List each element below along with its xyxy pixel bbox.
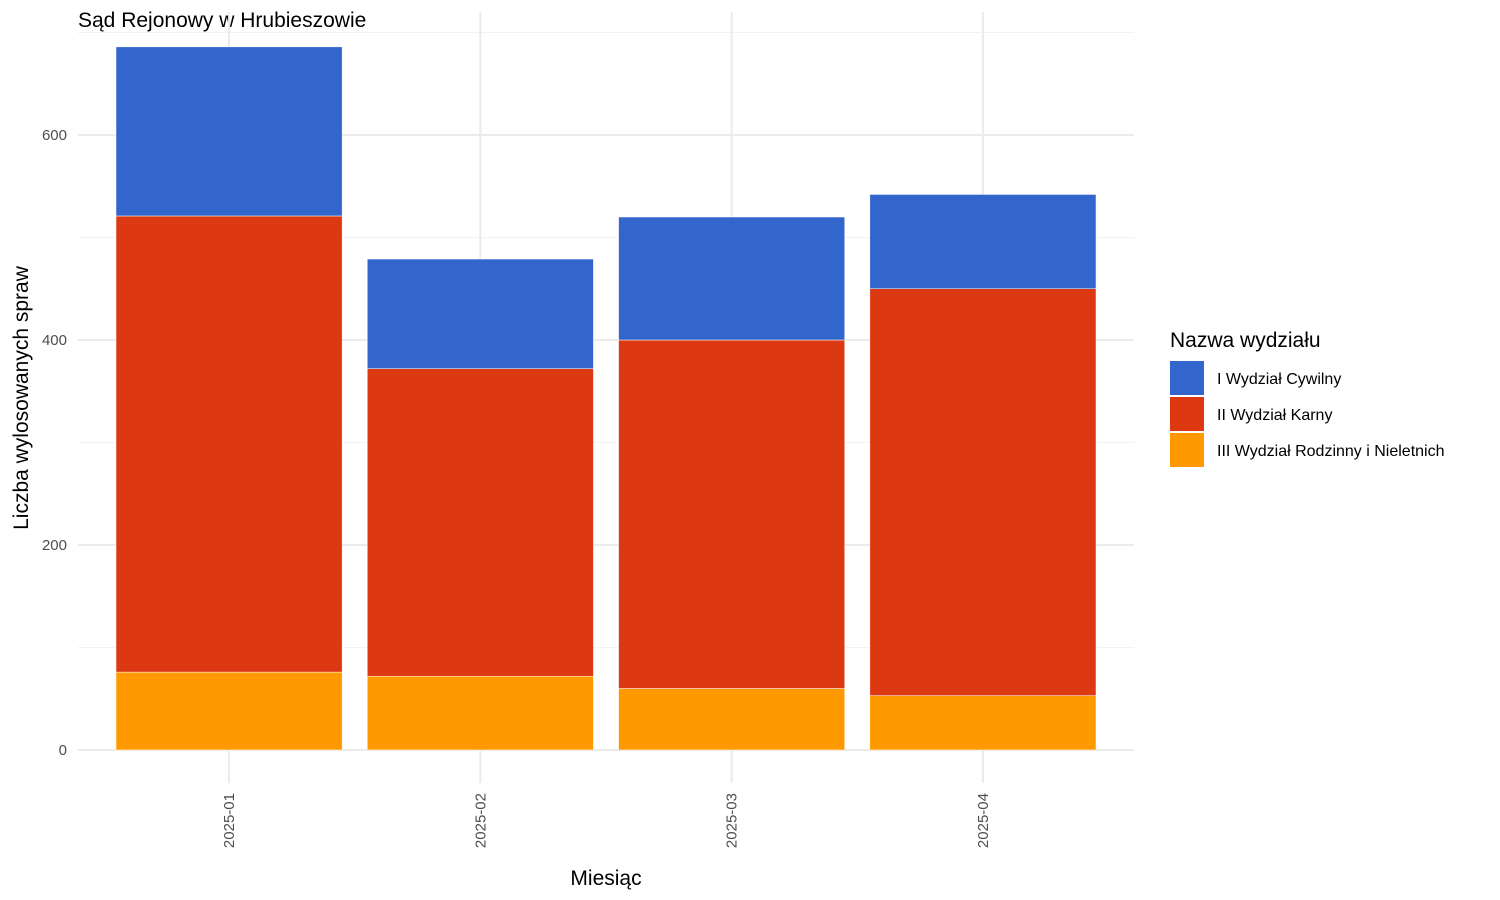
chart-title: Sąd Rejonowy w Hrubieszowie <box>78 9 366 32</box>
x-tick-label: 2025-03 <box>724 793 741 848</box>
y-axis-ticks: 0 200 400 600 <box>42 127 67 759</box>
x-tick-label: 2025-04 <box>975 793 992 848</box>
legend-swatch <box>1170 361 1204 395</box>
bar-segment <box>115 46 343 217</box>
y-tick-label: 200 <box>42 537 67 554</box>
x-axis-title: Miesiąc <box>570 867 641 890</box>
bar-segment <box>115 215 343 673</box>
legend-swatch <box>1170 433 1204 467</box>
bar-segment <box>618 216 845 341</box>
y-axis-title: Liczba wylosowanych spraw <box>10 265 33 530</box>
legend-label: III Wydział Rodzinny i Nieletnich <box>1217 443 1445 460</box>
bar-segment <box>618 339 845 689</box>
bar-segment <box>115 671 343 751</box>
x-axis-ticks: 2025-01 2025-02 2025-03 2025-04 <box>221 793 992 848</box>
legend-label: II Wydział Karny <box>1217 407 1332 424</box>
bar-segment <box>869 695 1097 751</box>
bar-segment <box>869 194 1097 289</box>
bar-segment <box>618 688 845 751</box>
legend-label: I Wydział Cywilny <box>1217 371 1341 388</box>
bar-segment <box>367 368 594 677</box>
x-tick-label: 2025-01 <box>221 793 238 848</box>
legend-swatch <box>1170 397 1204 431</box>
y-tick-label: 600 <box>42 127 67 144</box>
y-tick-label: 400 <box>42 332 67 349</box>
legend: Nazwa wydziału I Wydział Cywilny II Wydzi… <box>1170 329 1445 467</box>
legend-title: Nazwa wydziału <box>1170 329 1321 352</box>
bar-segment <box>367 258 594 369</box>
y-tick-label: 0 <box>59 742 67 759</box>
bar-segment <box>869 288 1097 696</box>
bar-segment <box>367 675 594 751</box>
x-tick-label: 2025-02 <box>472 793 489 848</box>
bars <box>115 46 1097 751</box>
